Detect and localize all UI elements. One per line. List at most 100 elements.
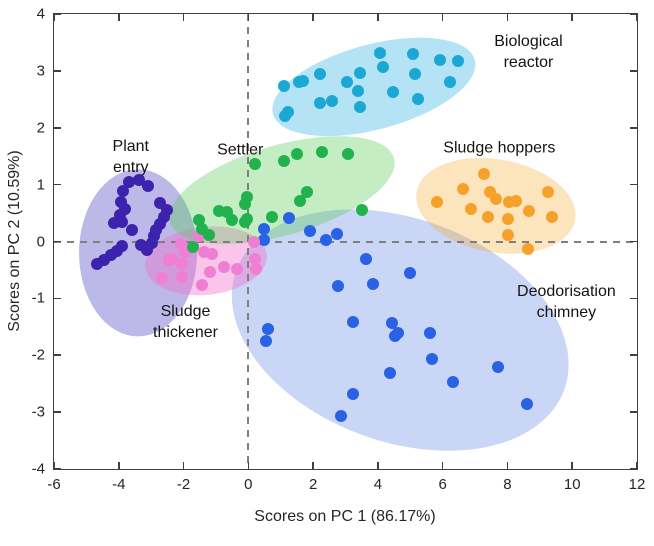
data-point-sludge-thickener [176, 257, 189, 270]
y-tick [54, 297, 61, 300]
data-point-settler [355, 204, 368, 217]
data-point-sludge-thickener [230, 262, 243, 275]
data-point-settler [239, 197, 252, 210]
cluster-label-sludge-hoppers: Sludge hoppers [443, 139, 556, 157]
data-point-sludge-hoppers [541, 186, 554, 199]
data-point-biological-reactor [412, 93, 425, 106]
data-point-deodorisation-chimney [359, 253, 372, 266]
y-tick-right [630, 411, 637, 413]
y-tick-right [630, 240, 637, 243]
cluster-label-biological-reactor: Biological reactor [494, 33, 563, 72]
data-point-biological-reactor [277, 79, 290, 92]
data-point-settler [294, 194, 307, 207]
data-point-sludge-thickener [250, 262, 263, 275]
y-tick-label: -3 [31, 403, 45, 421]
data-point-settler [226, 214, 239, 227]
x-tick-label: -4 [112, 476, 126, 493]
plot-area: Deodorisation chimney Plant entry Sludge thic… [53, 13, 638, 495]
data-point-deodorisation-chimney [447, 375, 460, 388]
cluster-ellipse-plant-entry [79, 169, 198, 337]
x-tick-top [506, 14, 509, 21]
x-axis-title: Scores on PC 1 (86.17%) [254, 508, 436, 525]
data-point-deodorisation-chimney [257, 234, 270, 247]
x-tick-top [117, 14, 120, 21]
y-tick [54, 13, 61, 15]
data-point-settler [265, 211, 278, 224]
data-point-sludge-hoppers [457, 183, 470, 196]
data-point-sludge-thickener [247, 235, 260, 248]
data-point-settler [241, 212, 254, 225]
y-axis-title: Scores on PC 2 (10.59%) [6, 150, 23, 332]
y-tick-right [630, 70, 637, 72]
x-tick-top [53, 14, 55, 21]
data-point-deodorisation-chimney [404, 267, 417, 280]
data-point-deodorisation-chimney [386, 316, 399, 329]
data-point-settler [202, 229, 215, 242]
y-tick [54, 126, 61, 129]
data-point-biological-reactor [325, 95, 338, 108]
cluster-label-settler: Settler [217, 141, 264, 159]
data-point-biological-reactor [297, 75, 310, 88]
data-point-biological-reactor [314, 96, 327, 109]
data-point-biological-reactor [373, 46, 386, 59]
data-point-biological-reactor [433, 53, 446, 66]
data-point-sludge-hoppers [509, 194, 522, 207]
cluster-label-sludge-thickener: Sludge thickener [153, 303, 218, 342]
data-point-deodorisation-chimney [260, 335, 273, 348]
x-tick-label: 12 [628, 476, 646, 493]
x-tick-label: -6 [47, 476, 61, 493]
data-point-deodorisation-chimney [491, 361, 504, 374]
data-point-sludge-hoppers [546, 211, 559, 224]
data-point-deodorisation-chimney [347, 387, 360, 400]
cluster-label-deodorisation-chimney: Deodorisation chimney [517, 283, 616, 322]
y-tick-label: -4 [31, 460, 45, 478]
data-point-sludge-thickener [176, 271, 189, 284]
data-point-settler [249, 158, 262, 171]
data-point-plant-entry [126, 223, 139, 236]
data-point-sludge-thickener [217, 261, 230, 274]
y-tick-label: 2 [36, 119, 45, 137]
y-tick-right [630, 126, 637, 129]
x-tick-label: 4 [373, 476, 383, 493]
data-point-sludge-hoppers [465, 203, 478, 216]
data-point-deodorisation-chimney [424, 327, 437, 340]
data-point-deodorisation-chimney [304, 224, 317, 237]
x-tick-label: 6 [438, 476, 447, 493]
y-tick-right [630, 354, 637, 357]
data-point-plant-entry [123, 176, 136, 189]
y-tick-right [630, 13, 637, 15]
data-point-deodorisation-chimney [384, 367, 397, 380]
y-tick-label: -2 [31, 346, 45, 364]
x-tick [247, 462, 250, 469]
x-tick [506, 462, 509, 469]
data-point-settler [277, 154, 290, 167]
y-tick [54, 468, 61, 470]
data-point-deodorisation-chimney [520, 398, 533, 411]
data-point-sludge-hoppers [501, 229, 514, 242]
data-point-sludge-hoppers [501, 212, 514, 225]
data-point-sludge-hoppers [430, 196, 443, 209]
data-point-sludge-thickener [206, 248, 219, 260]
data-point-settler [342, 148, 355, 161]
x-tick [636, 462, 638, 469]
data-point-sludge-thickener [248, 252, 261, 265]
y-tick [54, 354, 61, 357]
y-tick-label: -1 [31, 289, 45, 307]
x-tick-top [182, 14, 185, 21]
data-point-plant-entry [116, 216, 129, 229]
data-point-biological-reactor [282, 106, 295, 119]
y-tick-label: 1 [36, 176, 45, 194]
x-tick-label: 8 [503, 476, 512, 493]
data-point-biological-reactor [354, 66, 367, 79]
x-tick [117, 462, 120, 469]
x-tick-label: 2 [308, 476, 318, 493]
data-point-sludge-thickener [196, 279, 209, 292]
data-point-sludge-hoppers [490, 192, 503, 205]
data-point-sludge-hoppers [478, 167, 491, 180]
data-point-plant-entry [91, 258, 104, 271]
x-tick [53, 462, 55, 469]
data-point-deodorisation-chimney [330, 228, 343, 241]
data-point-plant-entry [117, 185, 130, 198]
x-tick-label: -2 [176, 476, 191, 493]
data-point-deodorisation-chimney [346, 316, 359, 329]
